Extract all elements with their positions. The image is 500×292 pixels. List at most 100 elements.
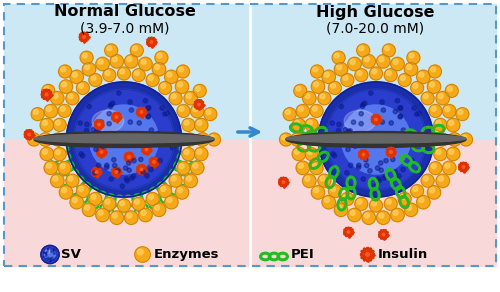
Circle shape (140, 115, 142, 117)
Circle shape (44, 105, 58, 118)
Circle shape (293, 135, 298, 140)
Circle shape (377, 178, 382, 183)
Circle shape (85, 122, 89, 126)
Circle shape (82, 203, 96, 217)
Circle shape (112, 116, 114, 118)
Circle shape (91, 128, 96, 132)
Circle shape (143, 98, 148, 103)
Circle shape (96, 133, 100, 137)
Circle shape (400, 76, 406, 80)
Circle shape (98, 123, 100, 126)
Circle shape (148, 38, 150, 39)
Circle shape (102, 126, 103, 127)
Circle shape (132, 154, 134, 156)
Circle shape (386, 151, 388, 153)
Circle shape (366, 248, 368, 250)
Circle shape (92, 171, 94, 173)
Circle shape (98, 210, 103, 215)
Circle shape (382, 176, 386, 180)
Circle shape (100, 127, 102, 129)
Circle shape (341, 74, 354, 86)
Circle shape (100, 120, 103, 124)
Circle shape (107, 46, 112, 51)
Circle shape (164, 70, 178, 84)
Circle shape (353, 144, 358, 148)
Circle shape (286, 179, 288, 181)
Circle shape (124, 154, 126, 156)
Circle shape (421, 92, 434, 105)
Circle shape (48, 90, 50, 91)
Circle shape (114, 113, 116, 114)
Circle shape (145, 174, 149, 178)
Circle shape (372, 251, 374, 253)
Circle shape (102, 148, 104, 149)
Circle shape (26, 137, 28, 139)
Circle shape (148, 194, 154, 199)
Circle shape (109, 102, 113, 107)
Circle shape (378, 234, 380, 235)
Circle shape (156, 163, 158, 165)
Circle shape (146, 106, 150, 110)
Circle shape (368, 91, 373, 95)
Circle shape (434, 148, 447, 161)
Circle shape (94, 147, 98, 152)
Circle shape (108, 104, 112, 109)
Circle shape (107, 121, 112, 126)
Circle shape (343, 194, 348, 199)
Circle shape (128, 160, 130, 162)
Circle shape (47, 258, 48, 259)
Circle shape (119, 114, 121, 116)
Circle shape (382, 238, 384, 239)
Circle shape (72, 72, 78, 77)
Circle shape (154, 205, 160, 210)
Circle shape (390, 147, 392, 149)
Circle shape (378, 121, 380, 122)
Circle shape (283, 108, 296, 121)
Circle shape (97, 153, 99, 155)
Circle shape (146, 106, 151, 110)
Circle shape (118, 113, 120, 114)
Circle shape (376, 55, 390, 68)
Circle shape (372, 253, 374, 256)
Circle shape (186, 135, 190, 140)
Circle shape (128, 152, 130, 154)
Circle shape (379, 119, 381, 120)
Circle shape (438, 176, 444, 181)
Circle shape (386, 234, 388, 235)
Circle shape (364, 258, 366, 261)
Circle shape (398, 106, 403, 110)
Circle shape (94, 122, 96, 123)
Circle shape (186, 176, 192, 181)
Circle shape (138, 157, 143, 161)
Circle shape (344, 229, 346, 231)
Circle shape (42, 96, 43, 98)
Circle shape (34, 110, 38, 114)
Circle shape (450, 135, 455, 140)
Circle shape (306, 135, 310, 140)
Circle shape (396, 134, 401, 139)
Circle shape (394, 149, 396, 151)
Circle shape (342, 105, 410, 174)
Circle shape (137, 121, 141, 125)
Circle shape (412, 106, 416, 110)
Circle shape (348, 208, 362, 222)
Circle shape (370, 258, 372, 261)
Circle shape (104, 153, 106, 155)
Circle shape (52, 259, 54, 260)
Circle shape (152, 38, 154, 39)
Circle shape (322, 195, 336, 209)
Circle shape (42, 120, 48, 126)
Circle shape (392, 148, 394, 149)
Circle shape (112, 118, 114, 120)
Circle shape (96, 175, 98, 177)
Circle shape (170, 145, 174, 150)
Circle shape (336, 65, 342, 69)
Circle shape (384, 159, 388, 163)
Ellipse shape (286, 134, 466, 143)
Circle shape (343, 128, 347, 132)
Circle shape (56, 120, 60, 125)
Circle shape (200, 107, 202, 109)
Circle shape (357, 199, 362, 204)
Circle shape (132, 158, 134, 160)
Circle shape (66, 174, 79, 187)
